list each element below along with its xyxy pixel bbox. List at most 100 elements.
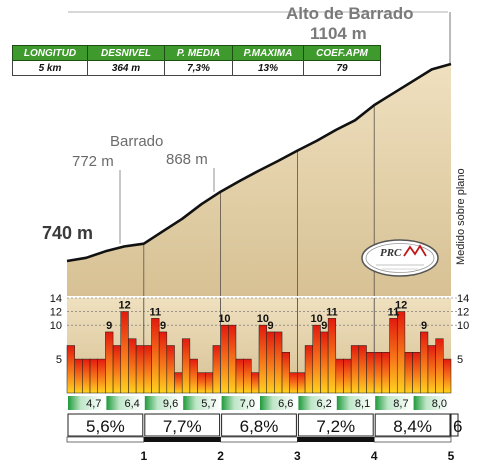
gradient-bar [396, 311, 406, 394]
km-label: 5,6% [86, 417, 125, 436]
km-label: 7,2% [316, 417, 355, 436]
gradient-bar [235, 358, 244, 394]
gradient-bar [128, 338, 137, 394]
summary-strip: 4,7 6,4 9,6 5,7 7,0 6,6 6,2 8,1 8,7 8,0 5,6% 7,7% 6,… [66, 396, 462, 463]
km-cell [144, 413, 221, 437]
x-tick-label: 2 [217, 449, 224, 463]
half-km-label: 6,4 [125, 398, 140, 410]
profile-line [66, 62, 452, 263]
y-tick-left-5: 5 [56, 354, 62, 366]
x-tick-label: 3 [294, 449, 301, 463]
gradient-bar [258, 324, 267, 394]
axis-segment [143, 437, 221, 442]
half-km-label: 6,6 [278, 398, 293, 410]
half-km-cell [260, 396, 297, 410]
km-cell [221, 413, 297, 437]
stat-header-longitud: LONGITUD [12, 45, 88, 61]
gradient-bar [212, 345, 221, 394]
bar-label: 10 [310, 313, 322, 325]
y-tick-left-14: 14 [50, 293, 62, 305]
stats-header-row: LONGITUD DESNIVEL P. MEDIA P.MAXIMA COEF… [12, 45, 381, 61]
svg-text:PRC: PRC [380, 247, 402, 259]
y-tick-right-5: 5 [457, 354, 463, 366]
gradient-bar [358, 345, 367, 394]
half-km-label: 8,1 [355, 398, 370, 410]
stats-value-row: 5 km 364 m 7,3% 13% 79 [12, 60, 381, 76]
gradient-bar [443, 358, 452, 394]
gradient-bar [66, 345, 75, 394]
y-tick-right-12: 12 [457, 307, 469, 319]
gradient-bar [389, 318, 398, 394]
summit-altitude: 1104 m [310, 24, 367, 43]
y-tick-left-10: 10 [50, 320, 62, 332]
gradient-bar [74, 358, 83, 394]
axis-segment [373, 436, 452, 443]
half-km-label: 9,6 [163, 398, 178, 410]
half-km-cell [144, 396, 182, 410]
axis-segment [66, 436, 145, 443]
gradient-bar [181, 338, 191, 394]
bar-label: 9 [267, 320, 273, 332]
stat-value-longitud: 5 km [12, 60, 88, 76]
bar-label: 9 [321, 320, 327, 332]
half-km-cell [183, 396, 220, 410]
gradient-bar [289, 372, 298, 394]
gradient-bar [350, 345, 360, 394]
y-tick-left-12: 12 [50, 307, 62, 319]
half-km-cell [375, 396, 412, 410]
gradient-bar [220, 324, 229, 394]
km-cell [297, 413, 374, 437]
km-label: 6,8% [240, 417, 279, 436]
km-cell [374, 413, 451, 437]
altitude-label-772: 772 m [72, 153, 114, 170]
bar-label: 12 [395, 300, 407, 312]
half-km-cell [68, 396, 105, 410]
half-km-label: 4,7 [86, 398, 101, 410]
axis-segment [297, 437, 375, 442]
gradient-bar [412, 352, 421, 394]
stat-value-desnivel: 364 m [87, 60, 165, 76]
gradient-bar [166, 345, 175, 394]
stat-value-pmedia: 7,3% [164, 60, 233, 76]
gradient-bar [197, 372, 206, 394]
profile-fill [67, 64, 451, 296]
gradient-bar [343, 358, 352, 394]
gradient-bar [158, 331, 168, 394]
y-tick-right-10: 10 [457, 320, 469, 332]
bar-label: 12 [118, 300, 130, 312]
start-altitude-label: 740 m [42, 223, 94, 243]
gradient-bar [274, 331, 283, 394]
half-km-label: 8,0 [432, 398, 447, 410]
gradient-bar [335, 358, 344, 394]
gradient-bar [373, 352, 383, 394]
half-km-cell [221, 396, 258, 410]
bar-label: 11 [326, 306, 338, 318]
axis-segment [220, 436, 298, 443]
half-km-label: 5,7 [201, 398, 216, 410]
km-cell [67, 413, 144, 437]
half-km-label: 8,7 [393, 398, 408, 410]
stat-header-coef: COEF.APM [303, 45, 381, 61]
km-end-cell [450, 413, 459, 437]
gradient-bar [243, 358, 252, 394]
gradient-bar [404, 352, 413, 394]
gradient-bar [105, 331, 114, 394]
bar-label: 10 [218, 313, 230, 325]
bar-label: 9 [160, 320, 166, 332]
profile-area [66, 11, 452, 296]
km-label: 7,7% [163, 417, 202, 436]
km-end-label: 6 [453, 417, 462, 436]
gradient-bar [151, 318, 160, 394]
bar-label: 9 [106, 320, 112, 332]
half-km-cell [413, 396, 450, 410]
gradient-bar [304, 345, 314, 394]
climb-stats-table: LONGITUD DESNIVEL P. MEDIA P.MAXIMA COEF… [12, 45, 381, 76]
km-label: 8,4% [393, 417, 432, 436]
bar-label: 10 [257, 313, 269, 325]
stat-header-pmedia: P. MEDIA [164, 45, 233, 61]
summit-name: Alto de Barrado [286, 4, 414, 23]
gradient-bar [120, 311, 129, 394]
bar-label: 11 [149, 306, 161, 318]
